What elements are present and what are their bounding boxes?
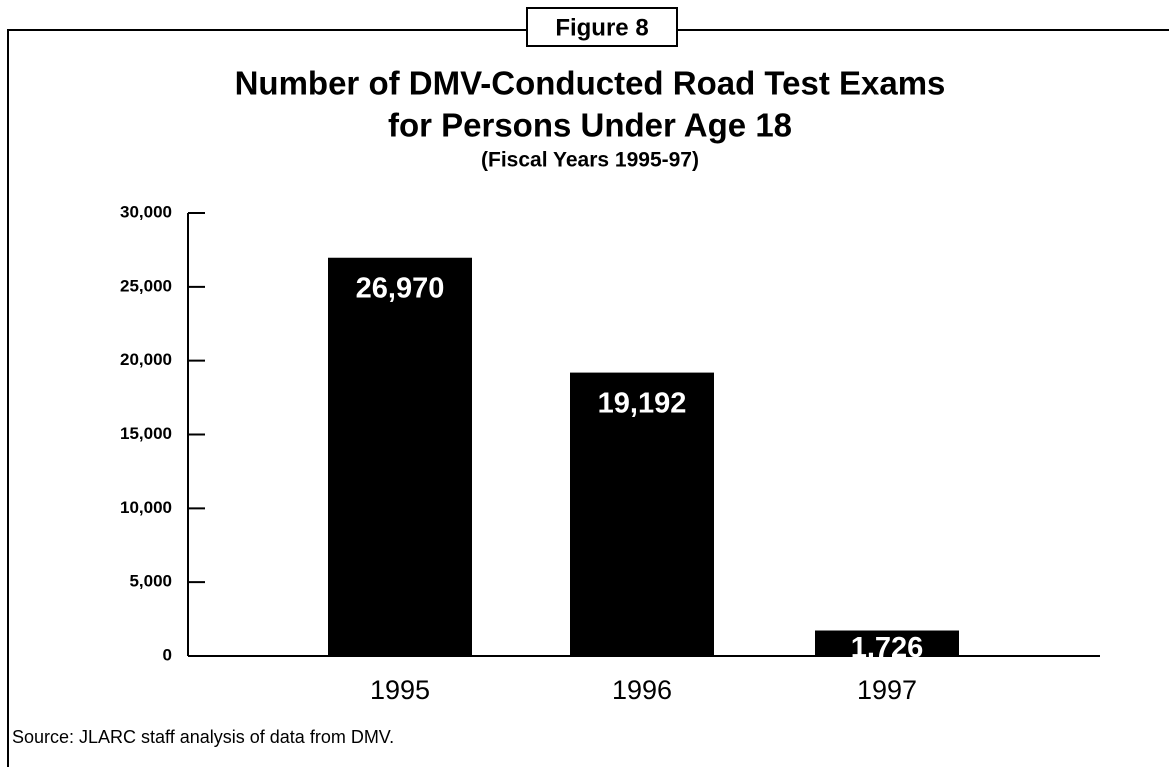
value-label: 26,970 xyxy=(356,272,445,304)
x-tick-label: 1996 xyxy=(612,675,672,705)
bar xyxy=(328,257,472,656)
y-tick-label: 25,000 xyxy=(120,276,172,295)
y-tick-label: 5,000 xyxy=(129,572,172,591)
bar xyxy=(815,630,959,656)
y-tick-label: 30,000 xyxy=(120,202,172,221)
frame xyxy=(7,29,1169,767)
chart-title: Number of DMV-Conducted Road Test Exams xyxy=(235,65,946,102)
value-label: 19,192 xyxy=(598,387,687,419)
figure-box xyxy=(526,7,678,47)
y-tick-label: 10,000 xyxy=(120,498,172,517)
chart-title-line2: for Persons Under Age 18 xyxy=(388,107,792,144)
value-label: 1,726 xyxy=(851,632,924,664)
figure-label: Figure 8 xyxy=(555,14,648,41)
chart-subtitle: (Fiscal Years 1995-97) xyxy=(481,149,699,172)
y-tick-label: 20,000 xyxy=(120,350,172,369)
x-tick-label: 1995 xyxy=(370,675,430,705)
y-tick-label: 0 xyxy=(163,645,172,664)
y-tick-label: 15,000 xyxy=(120,424,172,443)
source-note: Source: JLARC staff analysis of data fro… xyxy=(12,727,394,747)
bar xyxy=(570,372,714,656)
x-tick-label: 1997 xyxy=(857,675,917,705)
